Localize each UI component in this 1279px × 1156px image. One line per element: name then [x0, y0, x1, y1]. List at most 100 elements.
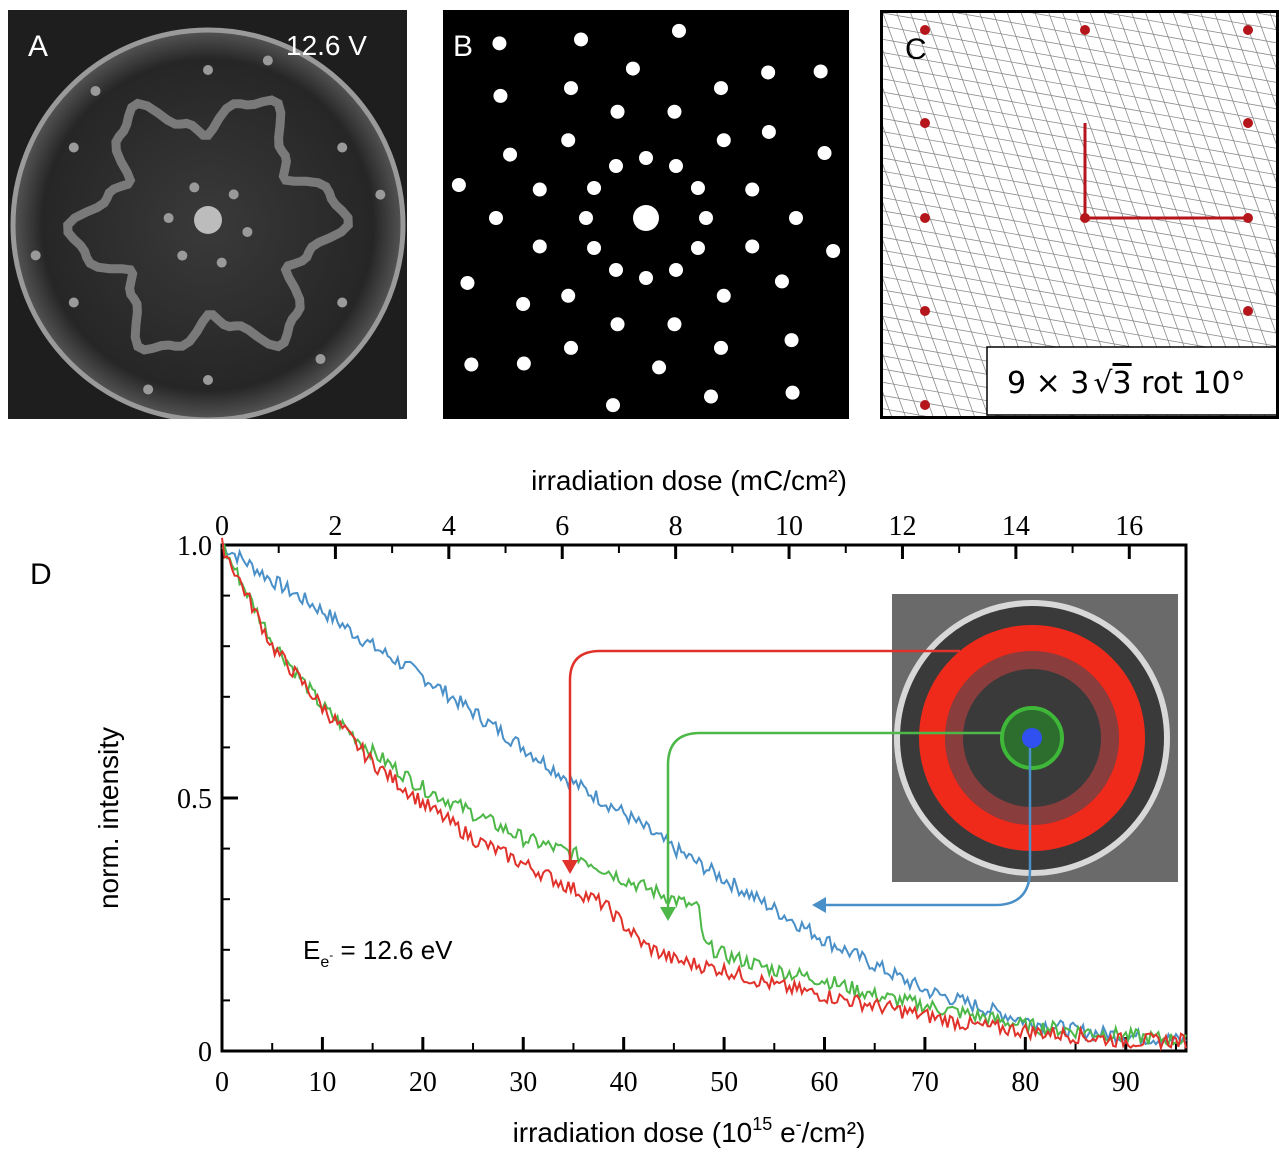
x-tick-label: 80 [1011, 1067, 1039, 1098]
grid-line [883, 239, 948, 416]
diffraction-spot [789, 211, 803, 225]
panel-b-label: B [453, 30, 474, 63]
diffraction-spot [667, 317, 682, 332]
inset-arrows [562, 649, 1032, 921]
grid-line [955, 13, 1276, 70]
panel-a-svg [10, 27, 406, 419]
diffraction-spot [639, 271, 653, 285]
grid-line [1105, 13, 1276, 44]
diffraction-spot [813, 64, 828, 79]
grid-line [1076, 13, 1224, 416]
chart-axes: 0 10 20 30 40 50 60 70 80 90 0 2 4 6 8 10 12 14 16 0 0.5 1.0 [177, 511, 1188, 1098]
diffraction-spot [532, 239, 547, 254]
grid-line [1131, 13, 1276, 411]
diffraction-spot [492, 36, 507, 51]
grid-line [883, 315, 1276, 387]
panel-a-leed-image: A 12.6 V [8, 10, 407, 419]
y-tick-label: 0 [198, 1037, 212, 1068]
grid-line [883, 302, 1276, 373]
diffraction-spot [532, 182, 547, 197]
inset-red-ring [919, 625, 1145, 851]
diffraction-spot [564, 81, 578, 96]
diffraction-spot [667, 104, 682, 119]
diffraction-spot [609, 262, 623, 277]
grid-line [883, 289, 1276, 360]
diffraction-spot [579, 211, 593, 225]
grid-line [883, 201, 961, 416]
x2-tick-label: 0 [215, 511, 229, 542]
diffraction-spot [516, 297, 531, 312]
grid-line [1186, 13, 1276, 259]
grid-line [883, 13, 1276, 19]
leed-ring [63, 95, 353, 355]
diffraction-spot [669, 159, 683, 174]
grid-line [883, 197, 1276, 268]
grid-line [1242, 13, 1276, 107]
grid-line [883, 38, 1276, 110]
grid-line [883, 52, 1276, 123]
grid-line [883, 78, 1276, 149]
x-tick-label: 20 [409, 1067, 437, 1098]
grid-line [883, 353, 906, 416]
diffraction-spot [503, 147, 518, 162]
grid-line [1214, 13, 1276, 183]
grid-line [883, 276, 1276, 347]
lattice-spot [920, 213, 930, 223]
inset-red-ring-inner [945, 651, 1119, 825]
grid-line [883, 315, 920, 416]
blue-arrow [825, 748, 1032, 907]
x-tick-label: 30 [509, 1067, 537, 1098]
grid-line [1179, 13, 1276, 30]
inset-leed-image [892, 594, 1178, 882]
diffraction-spot [564, 340, 578, 355]
panel-c-svg: 9 × 3 √3 rot 10° [883, 13, 1276, 416]
y-tick-label: 0.5 [177, 784, 212, 815]
diffraction-spot [516, 356, 531, 371]
diffraction-spot [610, 104, 625, 119]
x-tick-label: 50 [710, 1067, 738, 1098]
lattice-spot [1080, 25, 1090, 35]
diffraction-spot [690, 241, 705, 255]
diffraction-spot [561, 133, 576, 148]
chart-series [221, 537, 1187, 1052]
y-tick-label: 1.0 [177, 531, 212, 562]
diffraction-spot [714, 340, 728, 355]
grid-line [883, 91, 1276, 162]
grid-line [883, 13, 896, 416]
leed-spot [163, 213, 174, 224]
leed-spot [189, 182, 200, 193]
x-tick-label: 70 [911, 1067, 939, 1098]
lattice-spot [920, 306, 930, 316]
leed-spots [30, 55, 386, 395]
diffraction-spot [784, 333, 799, 348]
diffraction-spot [489, 211, 503, 225]
diffraction-spot [714, 81, 728, 96]
grid-line [1145, 13, 1276, 373]
diffraction-spot [785, 385, 800, 400]
grid-line [883, 223, 1276, 294]
grid-line [883, 277, 934, 416]
grid-line [883, 210, 1276, 281]
diffraction-spot [587, 181, 602, 195]
grid-line [883, 144, 1276, 215]
grid-line [1172, 13, 1276, 297]
grid-line [1034, 13, 1183, 416]
leed-spot [337, 297, 348, 308]
diffraction-spot [703, 389, 718, 404]
grid-line [883, 263, 1276, 334]
diffraction-spot [669, 262, 683, 277]
panel-a-label: A [28, 30, 49, 63]
grid-line [883, 170, 1276, 241]
lattice-spots [920, 25, 1253, 410]
diffraction-spot [745, 239, 760, 254]
diffraction-spot [460, 275, 475, 290]
grid-line [883, 65, 1276, 136]
green-arrowhead [660, 907, 676, 921]
leed-spot [68, 142, 79, 153]
y-axis-label: norm. intensity [93, 727, 124, 909]
diffraction-spot [761, 124, 776, 139]
inset-blue-spot [1022, 728, 1042, 748]
leed-spot [177, 250, 188, 261]
diffraction-spot [745, 182, 760, 197]
grid-line [1062, 13, 1210, 416]
